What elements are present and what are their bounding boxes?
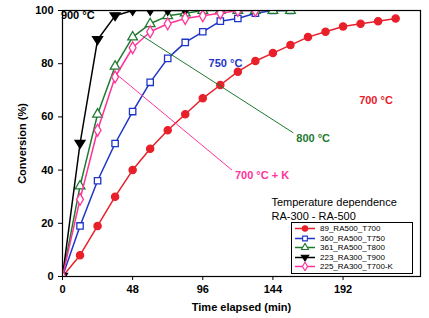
svg-text:Time elapsed (min): Time elapsed (min) — [192, 301, 292, 313]
svg-text:Temperature dependence: Temperature dependence — [271, 196, 396, 208]
svg-text:48: 48 — [127, 283, 139, 295]
svg-text:80: 80 — [41, 57, 53, 69]
html-text:360_RA500_T750: 360_RA500_T750 — [320, 233, 385, 243]
svg-text:144: 144 — [264, 283, 283, 295]
html-text:225_RA300_T700-K: 225_RA300_T700-K — [320, 262, 393, 272]
svg-text:192: 192 — [334, 283, 352, 295]
svg-text:100: 100 — [35, 4, 53, 16]
svg-text:RA-300 - RA-500: RA-300 - RA-500 — [271, 210, 355, 222]
svg-text:20: 20 — [41, 217, 53, 229]
svg-text:40: 40 — [41, 164, 53, 176]
svg-text:900 °C: 900 °C — [61, 9, 95, 21]
html-text:89_RA500_T700: 89_RA500_T700 — [320, 224, 381, 234]
svg-text:750 °C: 750 °C — [209, 57, 243, 69]
svg-text:60: 60 — [41, 110, 53, 122]
svg-text:700 °C: 700 °C — [359, 94, 393, 106]
svg-text:0: 0 — [59, 283, 65, 295]
svg-text:0: 0 — [47, 270, 53, 282]
svg-text:96: 96 — [197, 283, 209, 295]
svg-text:Conversion (%): Conversion (%) — [16, 103, 28, 184]
svg-text:700 °C + K: 700 °C + K — [235, 169, 289, 181]
html-text:361_RA500_T800: 361_RA500_T800 — [320, 243, 385, 253]
html-text:223_RA300_T900: 223_RA300_T900 — [320, 252, 385, 262]
svg-text:800 °C: 800 °C — [296, 132, 330, 144]
